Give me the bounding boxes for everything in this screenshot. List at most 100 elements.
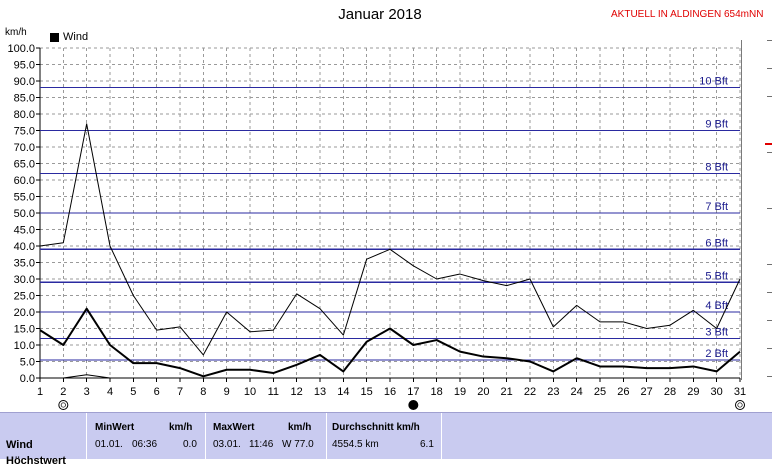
min-header: MinWert <box>95 422 135 433</box>
y-tick-label: 20.0 <box>14 307 35 319</box>
x-tick-label: 15 <box>361 386 373 398</box>
gutter-tick <box>767 208 772 209</box>
moon-outline-icon <box>735 400 745 410</box>
y-tick-label: 90.0 <box>14 76 35 88</box>
min-unit: km/h <box>169 422 193 433</box>
avg-header: Durchschnitt km/h <box>332 422 420 433</box>
x-tick-label: 6 <box>154 386 160 398</box>
stats-row-label-2: Höchstwert <box>6 455 66 467</box>
full-moon-filled-icon <box>408 400 419 410</box>
min-time: 06:36 <box>132 439 158 450</box>
beaufort-label: 4 Bft <box>705 300 728 312</box>
x-tick-label: 31 <box>734 386 746 398</box>
stats-avg-column: Durchschnitt km/h 4554.5 km 6.1 <box>326 413 442 459</box>
gutter-marker <box>765 143 772 145</box>
y-tick-label: 45.0 <box>14 225 35 237</box>
x-tick-label: 8 <box>200 386 206 398</box>
y-tick-label: 95.0 <box>14 60 35 72</box>
x-tick-label: 21 <box>501 386 513 398</box>
beaufort-label: 2 Bft <box>705 348 728 360</box>
x-tick-label: 24 <box>571 386 583 398</box>
x-tick-label: 25 <box>594 386 606 398</box>
x-tick-label: 11 <box>268 386 279 398</box>
gutter-tick <box>767 376 772 377</box>
x-tick-label: 5 <box>130 386 136 398</box>
new-moon-outline-icon-inner <box>60 402 66 408</box>
gutter-tick <box>767 68 772 69</box>
x-tick-label: 19 <box>454 386 466 398</box>
y-tick-label: 25.0 <box>14 291 35 303</box>
y-tick-label: 15.0 <box>14 324 35 336</box>
x-tick-label: 29 <box>687 386 699 398</box>
y-tick-label: 65.0 <box>14 159 35 171</box>
series-line-min <box>40 374 740 379</box>
min-date: 01.01. <box>95 439 123 450</box>
x-tick-label: 27 <box>641 386 653 398</box>
right-scale-gutter <box>741 40 772 380</box>
gutter-tick <box>767 96 772 97</box>
x-tick-label: 30 <box>711 386 723 398</box>
y-axis-unit: km/h <box>5 27 27 38</box>
y-tick-label: 100.0 <box>7 43 35 55</box>
y-tick-label: 60.0 <box>14 175 35 187</box>
y-tick-label: 40.0 <box>14 241 35 253</box>
legend-swatch <box>50 32 59 42</box>
legend-label: Wind <box>63 31 89 43</box>
x-tick-label: 23 <box>547 386 559 398</box>
x-tick-label: 9 <box>224 386 230 398</box>
gutter-tick <box>767 348 772 349</box>
x-tick-label: 20 <box>477 386 489 398</box>
x-tick-label: 26 <box>617 386 629 398</box>
y-tick-label: 10.0 <box>14 340 35 352</box>
x-tick-label: 28 <box>664 386 676 398</box>
station-label: AKTUELL IN ALDINGEN 654mNN <box>611 9 764 20</box>
beaufort-label: 10 Bft <box>699 76 728 88</box>
max-header: MaxWert <box>213 422 255 433</box>
x-tick-label: 10 <box>244 386 256 398</box>
gutter-tick <box>767 40 772 41</box>
wind-chart: 0.0 5.0 10.0 15.0 20.0 25.0 30.0 35.0 40.0 45.0 50… <box>7 43 746 410</box>
max-unit: km/h <box>288 422 312 433</box>
avg-distance: 4554.5 km <box>332 439 379 450</box>
legend: Wind <box>50 31 88 43</box>
gutter-tick <box>767 152 772 153</box>
beaufort-label: 9 Bft <box>705 119 728 131</box>
series-line-mean <box>39 307 741 378</box>
y-tick-label: 85.0 <box>14 93 35 105</box>
max-value: W 77.0 <box>282 439 314 450</box>
max-time: 11:46 <box>249 439 274 450</box>
moon-outline-icon-inner <box>737 402 743 408</box>
chart-title: Januar 2018 <box>338 6 422 23</box>
x-tick-label: 7 <box>177 386 183 398</box>
gutter-tick <box>767 320 772 321</box>
y-tick-label: 5.0 <box>20 357 35 369</box>
beaufort-label: 7 Bft <box>705 201 728 213</box>
x-tick-label: 2 <box>60 386 66 398</box>
x-tick-label: 13 <box>314 386 326 398</box>
y-tick-label: 55.0 <box>14 192 35 204</box>
gutter-tick <box>767 264 772 265</box>
x-tick-label: 18 <box>431 386 443 398</box>
beaufort-label: 6 Bft <box>705 237 728 249</box>
y-tick-label: 50.0 <box>14 208 35 220</box>
stats-max-column: MaxWert km/h 03.01. 11:46 W 77.0 <box>205 413 326 459</box>
y-tick-label: 30.0 <box>14 274 35 286</box>
stats-min-column: MinWert km/h 01.01. 06:36 0.0 <box>86 413 205 459</box>
stats-panel: Wind Höchstwert MinWert km/h 01.01. 06:3… <box>0 412 772 467</box>
x-tick-label: 14 <box>337 386 349 398</box>
x-tick-label: 22 <box>524 386 536 398</box>
y-tick-label: 75.0 <box>14 126 35 138</box>
avg-value: 6.1 <box>420 439 434 450</box>
y-tick-label: 0.0 <box>20 373 35 385</box>
stats-row-label: Wind <box>6 439 33 451</box>
beaufort-label: 3 Bft <box>705 326 728 338</box>
beaufort-label: 8 Bft <box>705 161 728 173</box>
max-date: 03.01. <box>213 439 241 450</box>
min-value: 0.0 <box>183 439 197 450</box>
x-tick-label: 16 <box>384 386 396 398</box>
new-moon-outline-icon <box>58 400 69 410</box>
y-tick-label: 35.0 <box>14 258 35 270</box>
y-tick-label: 70.0 <box>14 142 35 154</box>
beaufort-label: 5 Bft <box>705 270 728 282</box>
x-tick-label: 17 <box>407 386 419 398</box>
